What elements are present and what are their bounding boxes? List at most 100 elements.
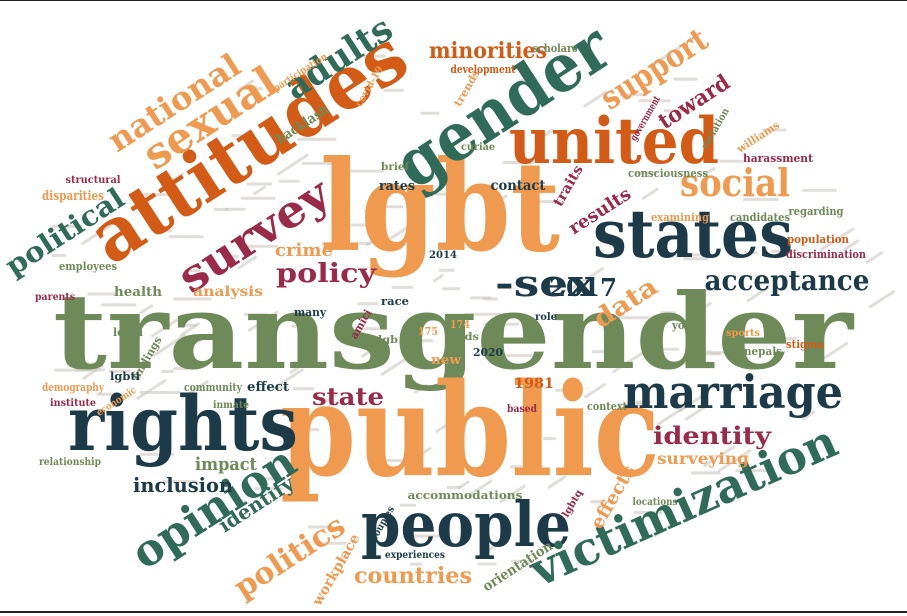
filler-mark bbox=[321, 242, 355, 246]
filler-mark bbox=[289, 359, 311, 374]
filler-mark bbox=[638, 99, 671, 103]
word-inclusion: inclusion bbox=[133, 473, 233, 497]
filler-mark bbox=[319, 393, 337, 407]
word-many: many bbox=[294, 306, 327, 319]
filler-mark bbox=[510, 465, 543, 469]
filler-mark bbox=[538, 200, 561, 204]
word-harassment: harassment bbox=[743, 152, 814, 165]
filler-mark bbox=[495, 354, 536, 357]
word-nepals: nepals bbox=[744, 345, 782, 358]
filler-mark bbox=[152, 333, 187, 357]
word-candidates: candidates bbox=[730, 211, 790, 224]
filler-mark bbox=[543, 437, 557, 441]
filler-mark bbox=[51, 254, 67, 257]
filler-mark bbox=[265, 477, 281, 481]
filler-mark bbox=[812, 341, 849, 367]
filler-mark bbox=[344, 223, 385, 227]
filler-mark bbox=[634, 171, 659, 175]
word-surveying: surveying bbox=[657, 449, 749, 468]
word-demography: demography bbox=[42, 381, 104, 394]
filler-mark bbox=[678, 391, 709, 412]
filler-mark bbox=[518, 79, 537, 83]
filler-mark bbox=[161, 370, 174, 373]
word-crime: crime bbox=[275, 240, 333, 261]
word-parents: parents bbox=[35, 292, 75, 303]
filler-mark bbox=[591, 350, 609, 354]
filler-mark bbox=[590, 500, 610, 504]
word-stigma: stigma bbox=[786, 338, 824, 351]
filler-mark bbox=[150, 318, 179, 338]
filler-mark bbox=[82, 364, 105, 380]
filler-mark bbox=[684, 405, 707, 421]
filler-mark bbox=[651, 45, 682, 67]
filler-mark bbox=[291, 324, 318, 328]
filler-mark bbox=[419, 339, 433, 343]
filler-mark bbox=[391, 285, 414, 289]
word-structural: structural bbox=[66, 175, 121, 186]
filler-mark bbox=[510, 559, 534, 563]
filler-mark bbox=[481, 539, 505, 556]
word-employees: employees bbox=[59, 260, 117, 273]
filler-mark bbox=[702, 166, 716, 177]
word-ads: ads bbox=[457, 332, 479, 343]
filler-mark bbox=[572, 266, 605, 289]
filler-words bbox=[51, 45, 896, 566]
word-impact: impact bbox=[195, 454, 258, 475]
filler-mark bbox=[735, 469, 772, 473]
filler-mark bbox=[181, 380, 209, 400]
word-rates: rates bbox=[379, 179, 415, 194]
word-1981: 1981 bbox=[514, 376, 554, 392]
filler-mark bbox=[80, 223, 114, 246]
word-role: role bbox=[535, 312, 557, 323]
word-accommodations: accommodations bbox=[408, 489, 523, 502]
filler-mark bbox=[370, 459, 410, 463]
filler-mark bbox=[691, 471, 721, 475]
word-social: social bbox=[680, 160, 790, 205]
filler-mark bbox=[685, 301, 712, 321]
filler-mark bbox=[633, 511, 663, 515]
filler-mark bbox=[742, 198, 779, 201]
word-countries: countries bbox=[354, 563, 472, 589]
filler-mark bbox=[719, 159, 742, 163]
filler-mark bbox=[383, 88, 404, 92]
word-2017: 2017 bbox=[549, 273, 617, 302]
word-development: development bbox=[451, 63, 517, 76]
word-effect: effect bbox=[247, 380, 289, 395]
filler-mark bbox=[225, 207, 246, 211]
word-new: new bbox=[431, 353, 462, 368]
filler-mark bbox=[477, 562, 497, 566]
filler-mark bbox=[868, 289, 896, 309]
filler-mark bbox=[389, 223, 414, 240]
filler-mark bbox=[96, 392, 122, 396]
top-border bbox=[0, 0, 907, 1]
filler-mark bbox=[605, 346, 621, 350]
bottom-border bbox=[0, 611, 907, 613]
filler-mark bbox=[243, 87, 263, 91]
filler-mark bbox=[406, 534, 444, 538]
filler-mark bbox=[276, 153, 309, 176]
filler-mark bbox=[292, 387, 315, 391]
word-locations: locations bbox=[633, 497, 678, 508]
filler-mark bbox=[173, 297, 212, 301]
filler-mark bbox=[641, 187, 659, 200]
filler-mark bbox=[237, 255, 258, 270]
filler-mark bbox=[108, 369, 131, 373]
filler-mark bbox=[435, 412, 466, 433]
filler-mark bbox=[409, 562, 423, 566]
word-disparities: disparities bbox=[42, 189, 104, 204]
filler-mark bbox=[820, 227, 855, 251]
filler-mark bbox=[689, 350, 712, 354]
filler-mark bbox=[703, 445, 736, 468]
filler-mark bbox=[717, 449, 752, 473]
filler-mark bbox=[237, 79, 255, 92]
word-174: 174 bbox=[450, 318, 470, 331]
filler-mark bbox=[434, 192, 451, 196]
filler-mark bbox=[683, 353, 701, 366]
filler-mark bbox=[274, 386, 286, 390]
filler-mark bbox=[763, 337, 797, 341]
filler-mark bbox=[139, 304, 154, 315]
filler-mark bbox=[635, 400, 651, 404]
filler-mark bbox=[540, 128, 554, 139]
filler-mark bbox=[54, 368, 93, 372]
filler-mark bbox=[361, 340, 386, 358]
